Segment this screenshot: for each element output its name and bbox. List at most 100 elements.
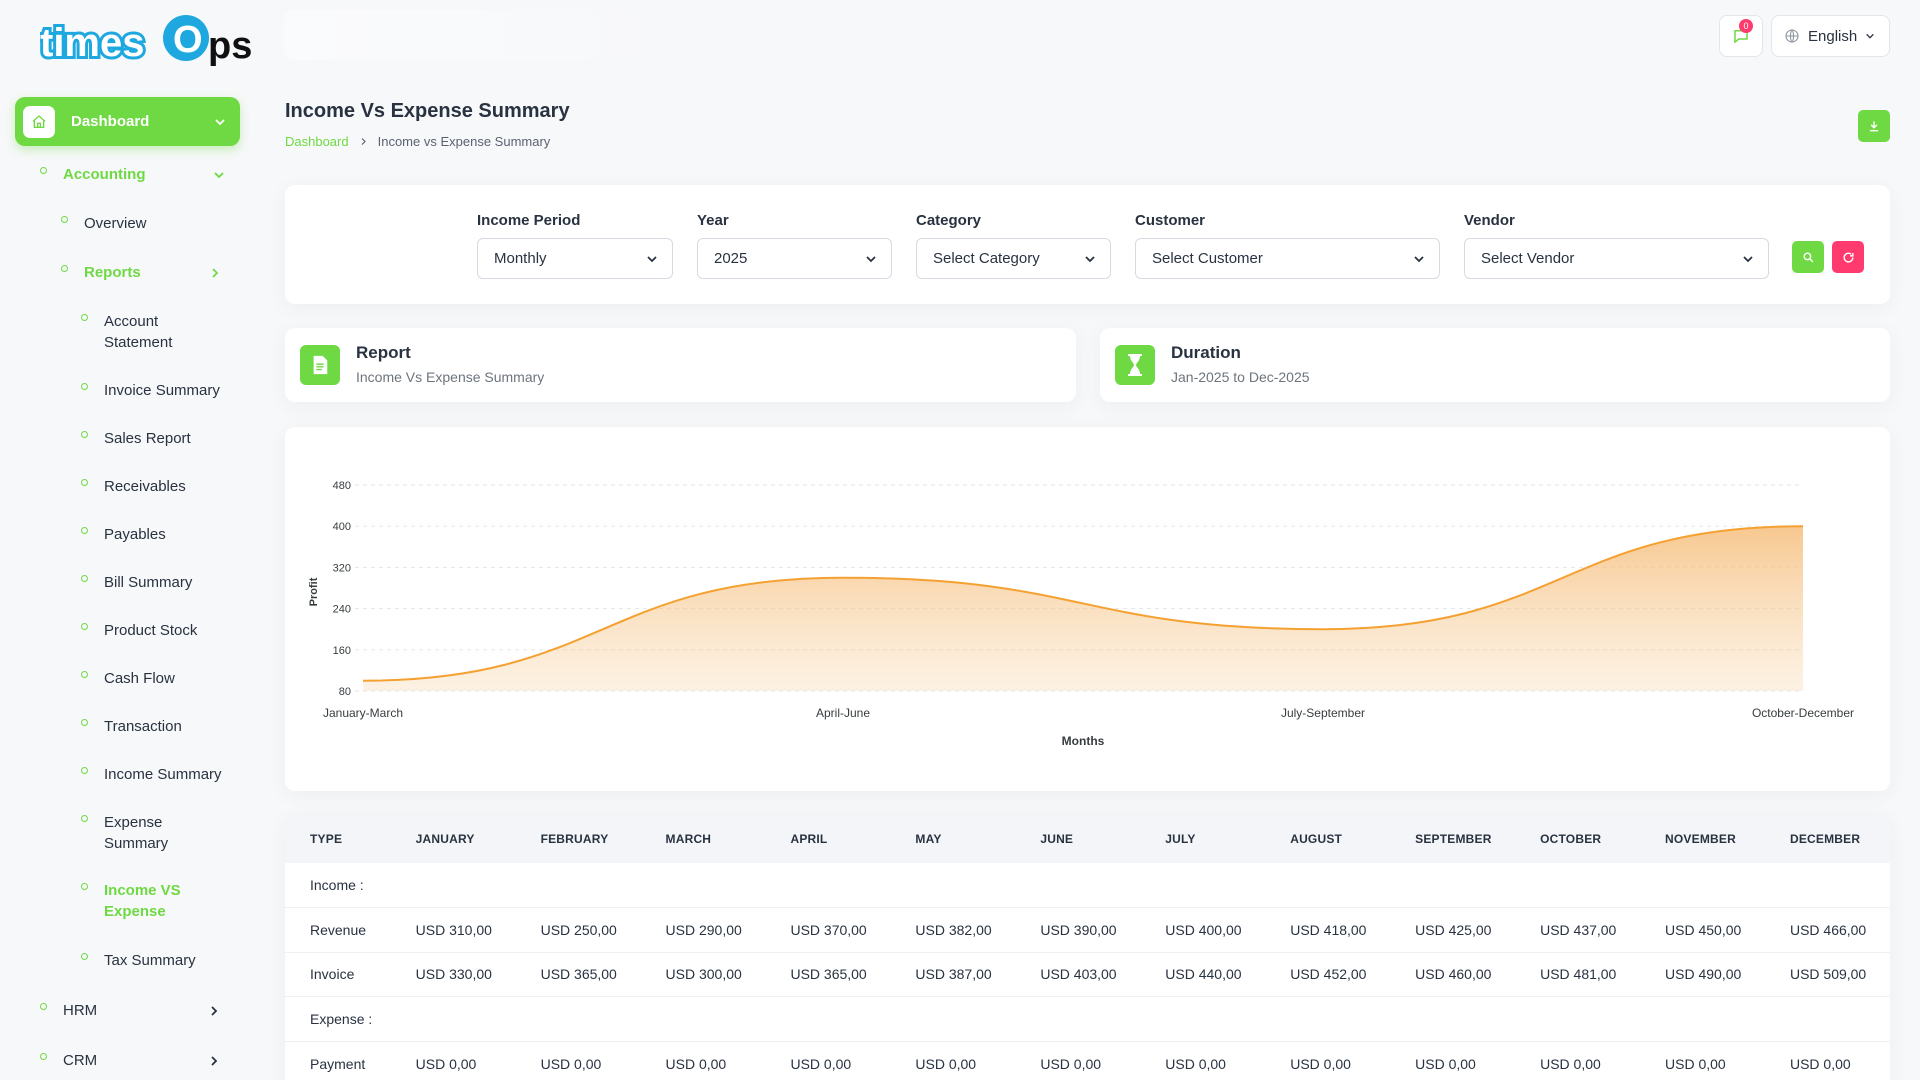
customer-value: Select Customer — [1152, 250, 1263, 267]
sidebar: times O ps Dashboard Accounting Overview… — [0, 0, 258, 1080]
amount-cell: USD 0,00 — [640, 1041, 766, 1080]
sidebar-item-tax-summary[interactable]: Tax Summary — [81, 950, 196, 971]
column-header: APRIL — [790, 832, 828, 846]
sidebar-item-sales-report[interactable]: Sales Report — [81, 428, 191, 449]
amount-cell: USD 0,00 — [1015, 1041, 1141, 1080]
brand-logo[interactable]: times O ps — [40, 12, 260, 68]
column-header: FEBRUARY — [540, 832, 609, 846]
sidebar-item-reports[interactable]: Reports — [61, 262, 221, 283]
chevron-right-icon — [361, 138, 366, 145]
report-icon — [300, 345, 340, 385]
amount-cell: USD 450,00 — [1640, 907, 1765, 953]
sidebar-item-label: Transaction — [104, 718, 182, 735]
chevron-right-icon — [211, 1006, 218, 1016]
reset-filter-button[interactable] — [1832, 241, 1864, 273]
chevron-right-icon — [211, 1056, 218, 1066]
bullet-icon — [81, 383, 88, 390]
bullet-icon — [40, 1003, 47, 1010]
bullet-icon — [81, 953, 88, 960]
x-tick-label: April-June — [816, 706, 870, 720]
bullet-icon — [81, 719, 88, 726]
bullet-icon — [81, 883, 88, 890]
bullet-icon — [81, 623, 88, 630]
duration-value: Jan-2025 to Dec-2025 — [1171, 369, 1310, 385]
sidebar-item-accounting[interactable]: Accounting — [40, 164, 225, 185]
chevron-down-icon — [215, 118, 225, 125]
notification-button[interactable]: 0 — [1719, 15, 1763, 57]
amount-cell: USD 509,00 — [1764, 952, 1890, 998]
sidebar-item-label: Sales Report — [104, 430, 191, 447]
column-header: SEPTEMBER — [1415, 832, 1492, 846]
sidebar-item-bill-summary[interactable]: Bill Summary — [81, 572, 192, 593]
amount-cell: USD 490,00 — [1640, 952, 1765, 998]
sidebar-item-crm[interactable]: CRM — [40, 1050, 220, 1071]
bullet-icon — [81, 671, 88, 678]
amount-cell: USD 0,00 — [1515, 1041, 1641, 1080]
sidebar-item-expense-summary[interactable]: Expense Summary — [81, 812, 191, 854]
amount-cell: USD 290,00 — [640, 907, 766, 953]
vendor-select[interactable]: Select Vendor — [1464, 238, 1769, 279]
bullet-icon — [40, 167, 47, 174]
expense-group-label: Expense : — [285, 996, 1890, 1042]
breadcrumb-home-link[interactable]: Dashboard — [285, 134, 349, 149]
y-tick-label: 160 — [333, 645, 351, 657]
bullet-icon — [81, 314, 88, 321]
sidebar-item-label: CRM — [63, 1052, 98, 1069]
series-area — [363, 526, 1803, 691]
amount-cell: USD 0,00 — [1764, 1041, 1890, 1080]
chevron-down-icon — [647, 255, 657, 262]
x-tick-label: January-March — [323, 706, 403, 720]
sidebar-item-invoice-summary[interactable]: Invoice Summary — [81, 380, 220, 401]
amount-cell: USD 460,00 — [1390, 952, 1516, 998]
amount-cell: USD 437,00 — [1515, 907, 1641, 953]
breadcrumb: Dashboard Income vs Expense Summary — [285, 134, 550, 149]
sidebar-item-overview[interactable]: Overview — [61, 213, 147, 234]
amount-cell: USD 425,00 — [1390, 907, 1516, 953]
chevron-right-icon — [212, 268, 219, 278]
sidebar-item-income-vs-expense[interactable]: Income VS Expense — [81, 880, 191, 922]
language-dropdown[interactable]: English — [1771, 15, 1890, 57]
category-label: Category — [916, 212, 982, 229]
amount-cell: USD 466,00 — [1764, 907, 1890, 953]
sidebar-item-product-stock[interactable]: Product Stock — [81, 620, 197, 641]
sidebar-item-label: Expense Summary — [104, 814, 169, 852]
sidebar-item-income-summary[interactable]: Income Summary — [81, 764, 222, 785]
sidebar-item-account-statement[interactable]: Account Statement — [81, 311, 191, 353]
y-tick-label: 240 — [333, 604, 351, 616]
sidebar-item-payables[interactable]: Payables — [81, 524, 166, 545]
column-header: MAY — [915, 832, 942, 846]
column-header: AUGUST — [1290, 832, 1343, 846]
language-label: English — [1808, 27, 1858, 45]
page-title: Income Vs Expense Summary — [285, 100, 570, 122]
amount-cell: USD 382,00 — [890, 907, 1016, 953]
column-header: MARCH — [665, 832, 712, 846]
sidebar-item-dashboard[interactable]: Dashboard — [15, 97, 240, 146]
amount-cell: USD 0,00 — [765, 1041, 891, 1080]
sidebar-item-cash-flow[interactable]: Cash Flow — [81, 668, 175, 689]
duration-info-card: Duration Jan-2025 to Dec-2025 — [1100, 328, 1890, 402]
year-select[interactable]: 2025 — [697, 238, 892, 279]
income-group-label: Income : — [285, 863, 1890, 909]
amount-cell: USD 0,00 — [1265, 1041, 1391, 1080]
bullet-icon — [81, 575, 88, 582]
sidebar-item-label: Overview — [84, 215, 147, 232]
apply-filter-button[interactable] — [1792, 241, 1824, 273]
column-header: NOVEMBER — [1665, 832, 1736, 846]
x-axis-label: Months — [1062, 734, 1105, 748]
table-header-row: TYPE JANUARY FEBRUARY MARCH APRIL MAY JUNE JULY… — [285, 815, 1890, 863]
sidebar-item-receivables[interactable]: Receivables — [81, 476, 186, 497]
table-row-income-group: Income : — [285, 863, 1890, 909]
bullet-icon — [61, 265, 68, 272]
logo-o-circle — [163, 15, 209, 61]
sidebar-item-hrm[interactable]: HRM — [40, 1000, 220, 1021]
income-period-filter: Income Period Monthly — [477, 212, 673, 279]
sidebar-item-label: Dashboard — [71, 113, 150, 130]
sidebar-item-transaction[interactable]: Transaction — [81, 716, 182, 737]
sidebar-item-label: Income Summary — [104, 766, 222, 783]
category-select[interactable]: Select Category — [916, 238, 1111, 279]
vendor-filter: Vendor Select Vendor — [1464, 212, 1769, 279]
download-button[interactable] — [1858, 110, 1890, 142]
chevron-down-icon — [214, 172, 224, 179]
income-period-select[interactable]: Monthly — [477, 238, 673, 279]
customer-select[interactable]: Select Customer — [1135, 238, 1440, 279]
